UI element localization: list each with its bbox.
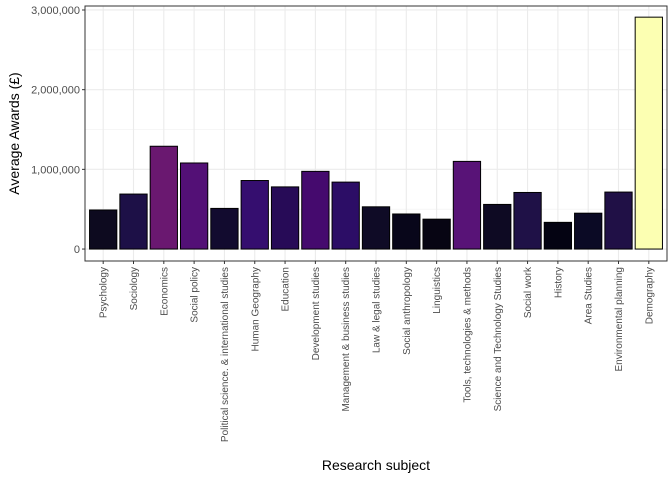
y-tick-label: 2,000,000 [31,85,80,97]
x-tick-label: Social policy [190,267,201,323]
x-tick-label: Linguistics [432,267,443,314]
x-tick-label: Political science. & international studi… [220,267,231,442]
x-tick-label: Science and Technology Studies [493,267,504,411]
y-tick-label: 3,000,000 [31,5,80,17]
x-tick-label: Demography [644,267,655,324]
bar [574,212,603,250]
bar [149,145,178,250]
x-tick-label: History [553,267,564,298]
bar [634,16,663,250]
x-tick-label: Human Geography [250,267,261,352]
x-tick-label: Social anthropology [402,267,413,355]
bar [452,160,482,250]
y-tick-label: 0 [74,244,80,256]
x-tick-label: Psychology [99,267,110,318]
bar [240,180,269,250]
x-tick-label: Development studies [311,267,322,360]
bars [89,16,663,250]
bar [210,207,239,250]
bar [301,170,330,250]
x-tick-label: Social work [523,266,534,318]
x-tick-label: Area Studies [584,267,595,324]
x-tick-label: Management & business studies [341,267,352,412]
axes: 0 1,000,000 2,000,000 3,000,000 Psychology So… [31,5,655,442]
bar [179,162,209,250]
bar [543,221,573,250]
bar [89,209,118,250]
x-tick-label: Sociology [129,267,140,310]
bar [119,193,148,250]
x-tick-label: Environmental planning [614,267,625,372]
bar [604,191,633,250]
bar [422,218,451,250]
bar [513,191,542,250]
bar [483,203,512,250]
x-axis-title: Research subject [322,457,430,473]
bar [270,186,300,250]
y-tick-label: 1,000,000 [31,164,80,176]
bar [361,206,391,250]
x-tick-label: Law & legal studies [372,267,383,353]
bar [331,181,360,250]
x-tick-label: Economics [159,267,170,316]
y-axis-title: Average Awards (£) [6,72,22,194]
bar [392,213,421,250]
x-tick-label: Education [281,267,292,311]
x-tick-label: Tools, technologies & methods [462,267,473,403]
